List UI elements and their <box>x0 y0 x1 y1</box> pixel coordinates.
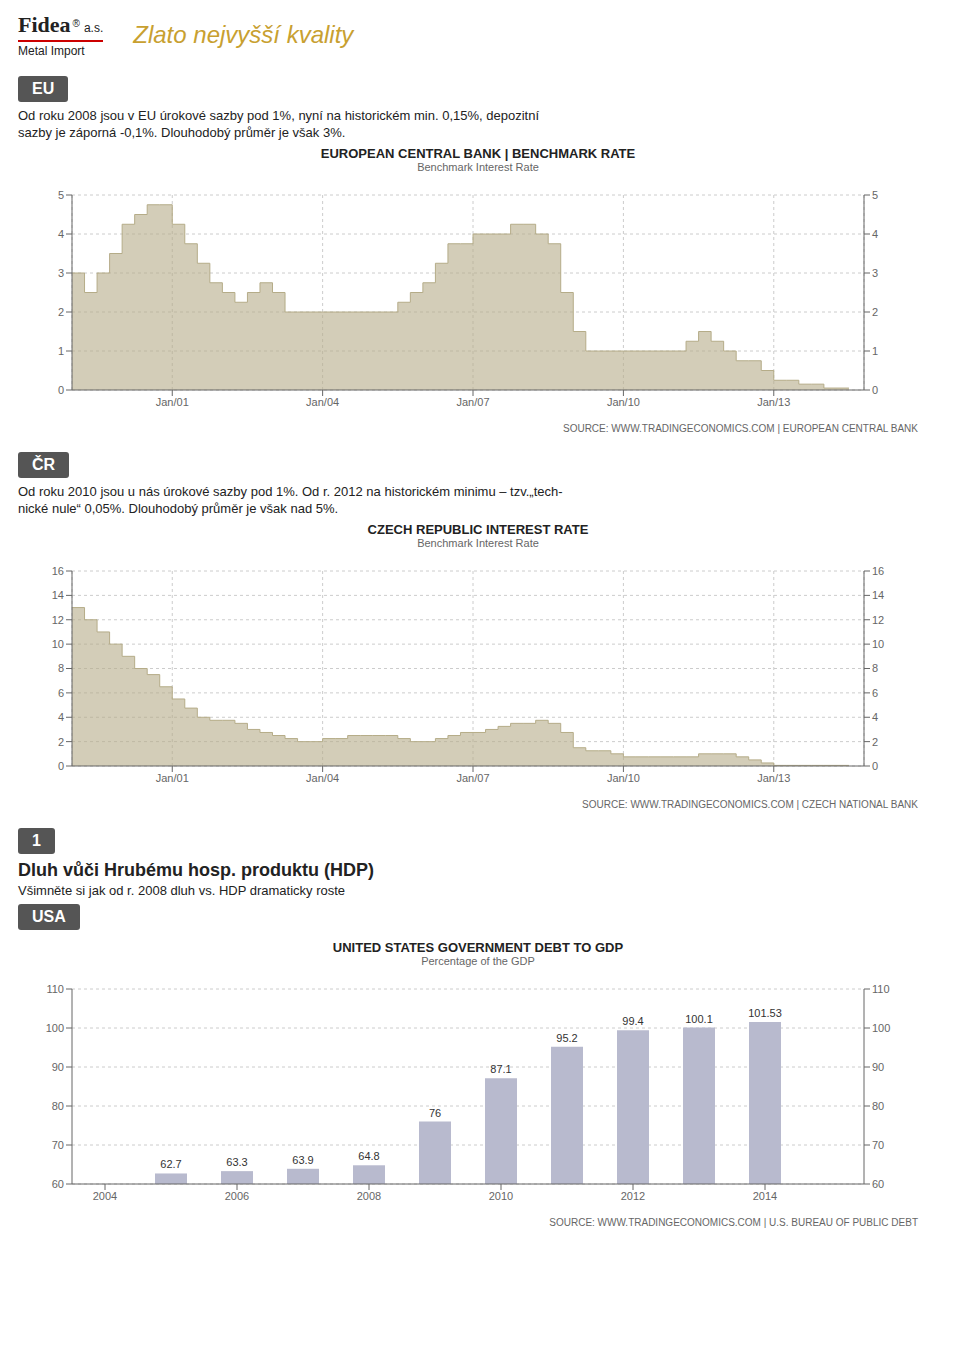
svg-text:0: 0 <box>872 760 878 772</box>
svg-text:101.53: 101.53 <box>748 1007 782 1019</box>
svg-text:4: 4 <box>872 228 878 240</box>
html-text:Zlato nejvyšší kvality: Zlato nejvyšší kvality <box>133 21 354 48</box>
svg-text:Jan/01: Jan/01 <box>156 396 189 408</box>
svg-text:87.1: 87.1 <box>490 1063 511 1075</box>
svg-text:2: 2 <box>872 306 878 318</box>
svg-text:14: 14 <box>52 589 64 601</box>
svg-text:10: 10 <box>872 638 884 650</box>
html-text:Metal Import: Metal Import <box>18 44 85 58</box>
svg-text:Jan/10: Jan/10 <box>607 396 640 408</box>
html-text:Benchmark Interest Rate: Benchmark Interest Rate <box>417 161 539 173</box>
svg-text:76: 76 <box>429 1107 441 1119</box>
html-text:UNITED STATES GOVERNMENT DEBT: UNITED STATES GOVERNMENT DEBT TO GDP <box>332 940 624 955</box>
svg-text:2008: 2008 <box>357 1190 381 1202</box>
svg-text:100: 100 <box>46 1022 64 1034</box>
html-text:CZECH REPUBLIC INTEREST RATE: CZECH REPUBLIC INTEREST RATE <box>367 522 589 537</box>
html-text:Benchmark Interest Rate: Benchmark Interest Rate <box>417 537 539 549</box>
svg-text:3: 3 <box>872 267 878 279</box>
html-text:USA: USA <box>32 908 66 925</box>
html-text:sazby je záporná -0,1%. Dlouho: sazby je záporná -0,1%. Dlouhodobý průmě… <box>18 125 346 140</box>
html-text:Od roku 2010 jsou u nás úrokov: Od roku 2010 jsou u nás úrokové sazby po… <box>18 484 563 499</box>
svg-text:2: 2 <box>872 736 878 748</box>
svg-text:1: 1 <box>58 345 64 357</box>
svg-text:16: 16 <box>872 565 884 577</box>
svg-text:2006: 2006 <box>225 1190 249 1202</box>
svg-text:62.7: 62.7 <box>160 1158 181 1170</box>
svg-text:2: 2 <box>58 736 64 748</box>
svg-text:Jan/13: Jan/13 <box>757 772 790 784</box>
html-text:nické nule“ 0,05%. Dlouhodobý: nické nule“ 0,05%. Dlouhodobý průměr je … <box>18 501 339 516</box>
svg-text:12: 12 <box>52 614 64 626</box>
svg-text:12: 12 <box>872 614 884 626</box>
svg-text:Jan/04: Jan/04 <box>306 772 339 784</box>
svg-text:90: 90 <box>872 1061 884 1073</box>
svg-text:4: 4 <box>872 711 878 723</box>
html-text:SOURCE: WWW.TRADINGECONOMICS.C: SOURCE: WWW.TRADINGECONOMICS.COM | EUROP… <box>563 423 918 434</box>
svg-text:6: 6 <box>872 687 878 699</box>
html-text:Od roku 2008 jsou v EU úrokové: Od roku 2008 jsou v EU úrokové sazby pod… <box>18 108 539 123</box>
svg-text:6: 6 <box>58 687 64 699</box>
html-text:1: 1 <box>32 832 41 849</box>
svg-text:110: 110 <box>872 983 890 995</box>
svg-text:Jan/07: Jan/07 <box>456 396 489 408</box>
svg-text:8: 8 <box>872 662 878 674</box>
svg-text:Jan/10: Jan/10 <box>607 772 640 784</box>
html-text:SOURCE: WWW.TRADINGECONOMICS.C: SOURCE: WWW.TRADINGECONOMICS.COM | CZECH… <box>582 799 918 810</box>
svg-text:16: 16 <box>52 565 64 577</box>
svg-text:70: 70 <box>52 1139 64 1151</box>
html-text:Dluh vůči Hrubému hosp. produk: Dluh vůči Hrubému hosp. produktu (HDP) <box>18 860 374 880</box>
svg-text:0: 0 <box>58 384 64 396</box>
html-text:ČR: ČR <box>32 456 56 473</box>
svg-text:60: 60 <box>872 1178 884 1190</box>
html-text:Fidea: Fidea <box>18 12 71 37</box>
svg-text:80: 80 <box>872 1100 884 1112</box>
svg-text:4: 4 <box>58 228 64 240</box>
svg-text:100: 100 <box>872 1022 890 1034</box>
html-text:Všimněte si jak od r. 2008 dlu: Všimněte si jak od r. 2008 dluh vs. HDP … <box>18 883 346 898</box>
svg-text:2: 2 <box>58 306 64 318</box>
html-text:® a.s.: ® a.s. <box>72 18 104 35</box>
html-text:EU: EU <box>32 80 55 97</box>
svg-text:0: 0 <box>872 384 878 396</box>
svg-text:5: 5 <box>872 189 878 201</box>
svg-text:95.2: 95.2 <box>556 1032 577 1044</box>
svg-text:63.9: 63.9 <box>292 1154 313 1166</box>
svg-text:14: 14 <box>872 589 884 601</box>
svg-text:8: 8 <box>58 662 64 674</box>
html-text:Percentage of the GDP: Percentage of the GDP <box>421 955 535 967</box>
svg-text:5: 5 <box>58 189 64 201</box>
svg-text:80: 80 <box>52 1100 64 1112</box>
html-text:SOURCE: WWW.TRADINGECONOMICS.C: SOURCE: WWW.TRADINGECONOMICS.COM | U.S. … <box>549 1217 918 1228</box>
svg-text:64.8: 64.8 <box>358 1150 379 1162</box>
html-text:EUROPEAN CENTRAL BANK | BENCHM: EUROPEAN CENTRAL BANK | BENCHMARK RATE <box>320 146 636 161</box>
svg-text:2012: 2012 <box>621 1190 645 1202</box>
svg-text:2004: 2004 <box>93 1190 117 1202</box>
svg-text:3: 3 <box>58 267 64 279</box>
svg-text:70: 70 <box>872 1139 884 1151</box>
svg-text:60: 60 <box>52 1178 64 1190</box>
svg-text:10: 10 <box>52 638 64 650</box>
svg-text:90: 90 <box>52 1061 64 1073</box>
svg-text:2010: 2010 <box>489 1190 513 1202</box>
svg-text:2014: 2014 <box>753 1190 777 1202</box>
svg-text:100.1: 100.1 <box>685 1013 713 1025</box>
svg-text:Jan/04: Jan/04 <box>306 396 339 408</box>
svg-text:Jan/13: Jan/13 <box>757 396 790 408</box>
svg-text:110: 110 <box>46 983 64 995</box>
svg-text:Jan/07: Jan/07 <box>456 772 489 784</box>
svg-text:63.3: 63.3 <box>226 1156 247 1168</box>
svg-text:Jan/01: Jan/01 <box>156 772 189 784</box>
svg-text:99.4: 99.4 <box>622 1015 643 1027</box>
svg-text:4: 4 <box>58 711 64 723</box>
svg-text:0: 0 <box>58 760 64 772</box>
svg-text:1: 1 <box>872 345 878 357</box>
